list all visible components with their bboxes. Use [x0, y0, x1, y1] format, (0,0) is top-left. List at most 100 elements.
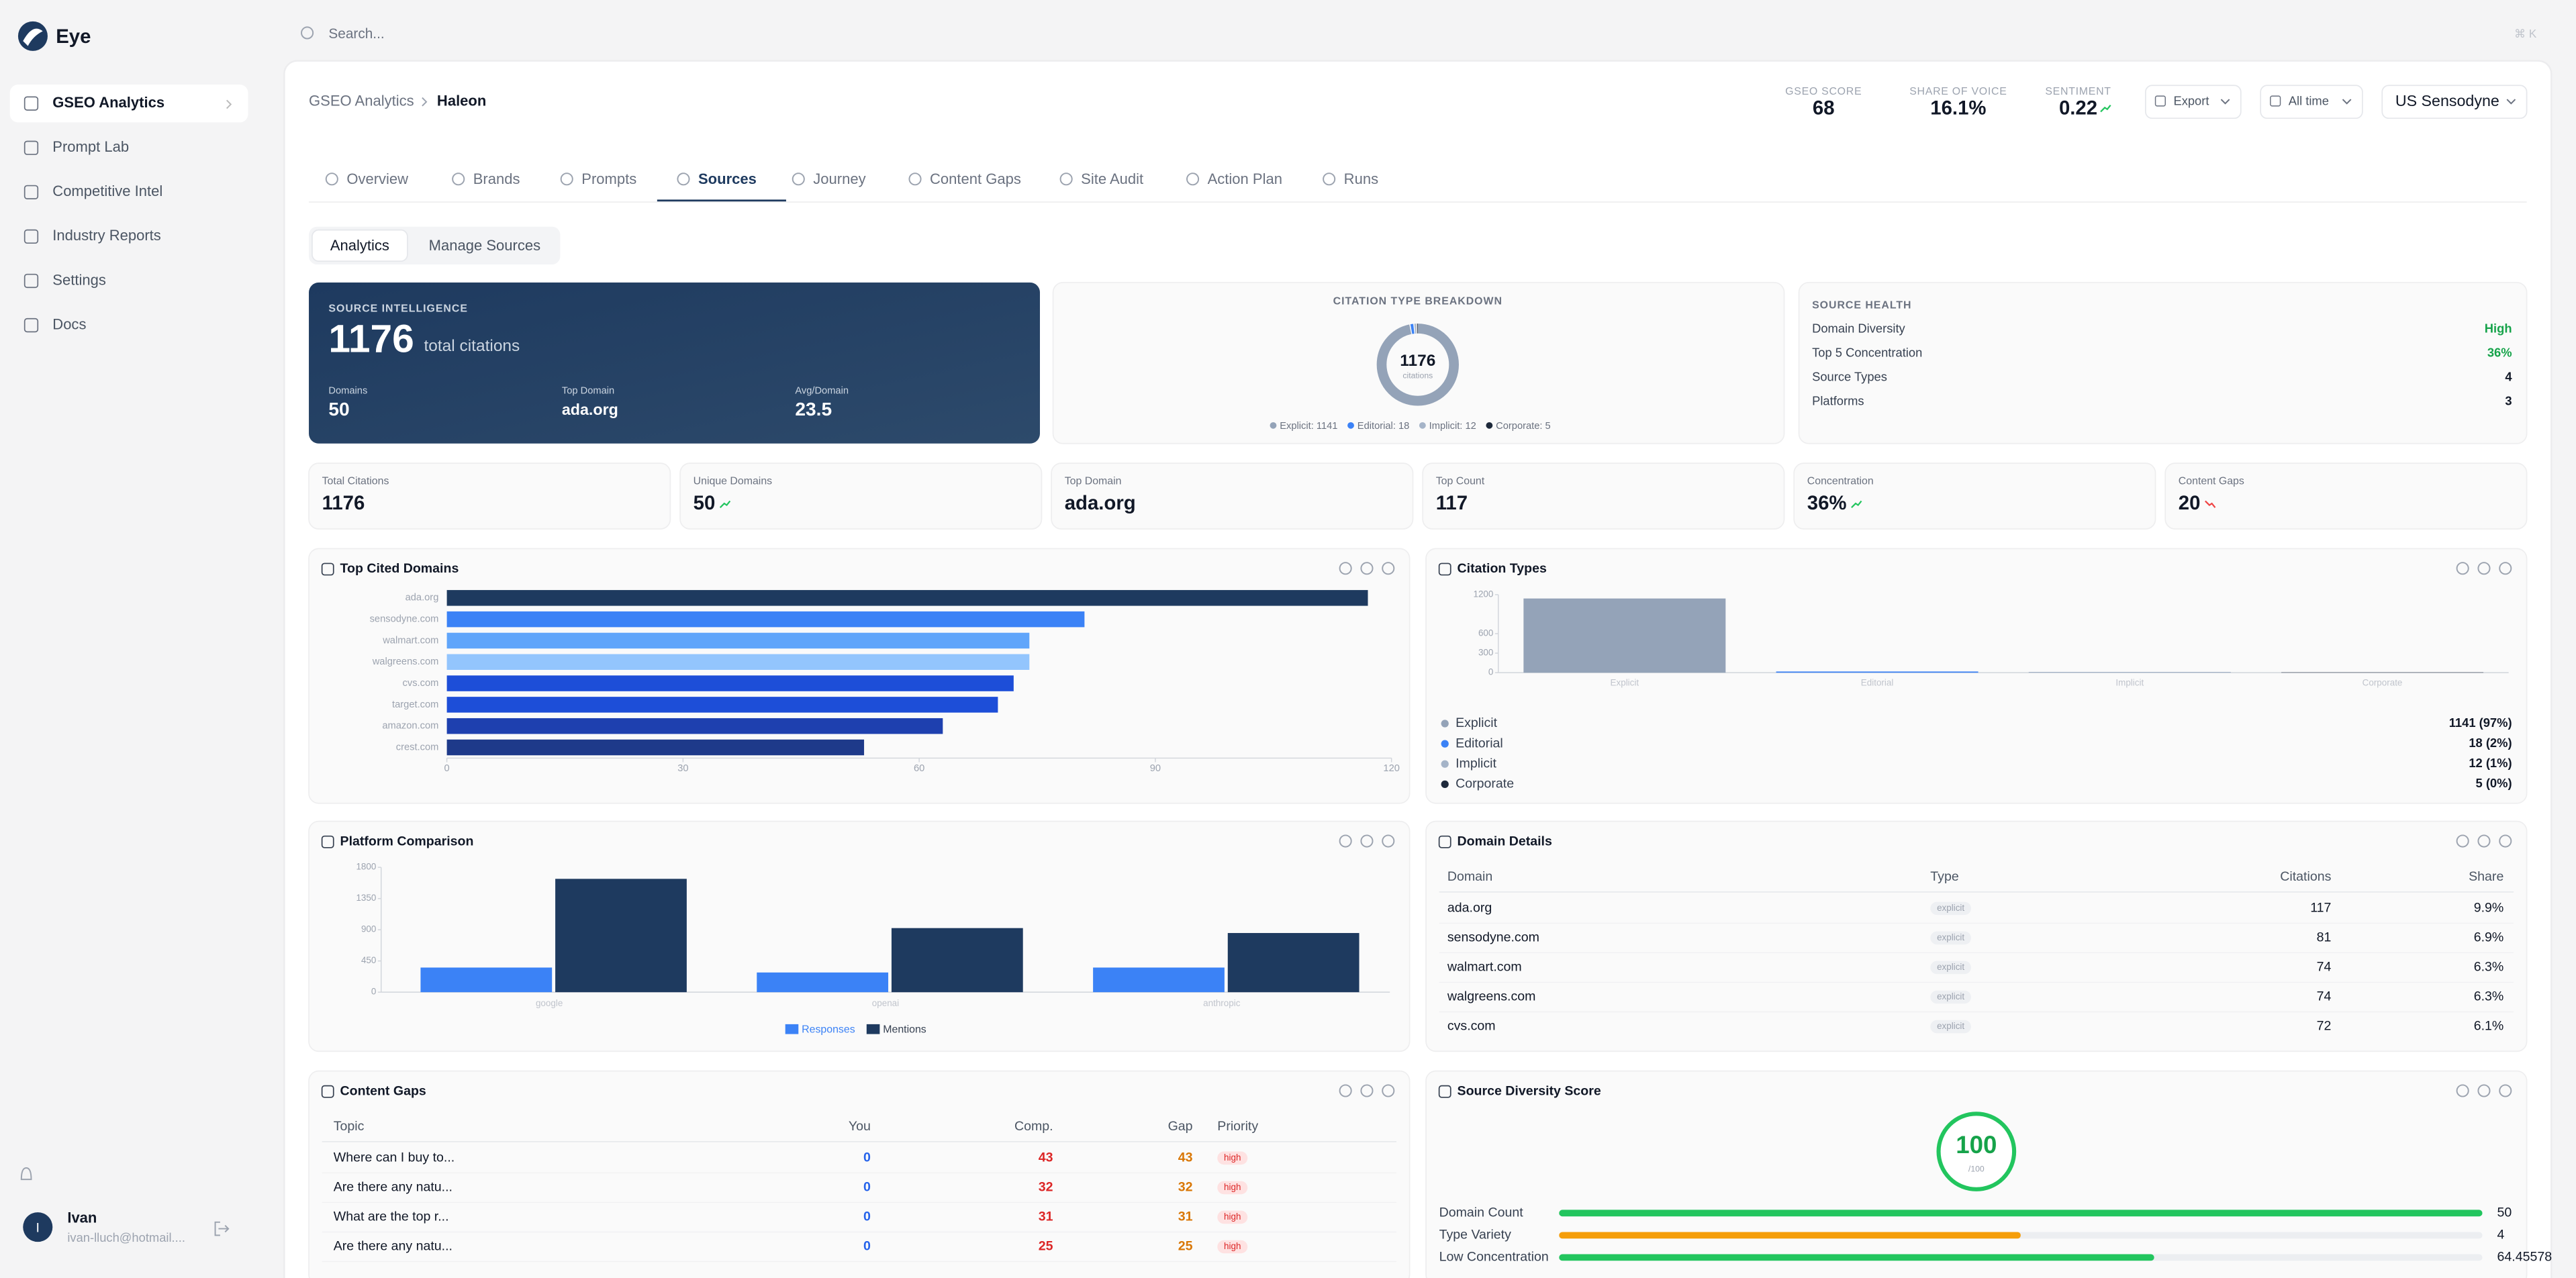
table-cell: What are the top r... [334, 1210, 449, 1224]
health-label: Source Types [1812, 369, 1887, 383]
tab[interactable]: Site Audit [1081, 170, 1143, 187]
panel-action [2456, 1084, 2469, 1097]
kpi-label: Total Citations [322, 475, 389, 487]
x-tick-label: 60 [914, 763, 924, 774]
tab-icon [792, 173, 805, 186]
breadcrumb[interactable]: GSEO Analytics [309, 93, 414, 109]
stat-value: ada.org [562, 401, 618, 418]
legend-dot [1441, 760, 1449, 768]
tab-icon [908, 173, 922, 186]
subtab[interactable]: Analytics [330, 237, 389, 254]
tab[interactable]: Journey [813, 170, 865, 187]
legend-label: Implicit [1456, 756, 1496, 771]
panel-icon [1438, 562, 1451, 576]
tab-icon [1059, 173, 1073, 186]
table-cell: walmart.com [1447, 960, 1522, 975]
priority-badge: high [1224, 1152, 1241, 1163]
nav-icon [23, 317, 39, 333]
button[interactable] [2145, 85, 2242, 119]
subtab[interactable]: Manage Sources [429, 237, 540, 254]
kpi-card [679, 462, 1043, 530]
tab[interactable]: Content Gaps [930, 170, 1021, 187]
legend-value: 1141 (97%) [2449, 716, 2512, 730]
type-badge: explicit [1937, 932, 1964, 942]
nav-item[interactable]: GSEO Analytics [52, 94, 164, 111]
column-header: Priority [1217, 1119, 1258, 1134]
button-label: US Sensodyne [2395, 92, 2499, 109]
y-tick-label: 1200 [1473, 589, 1493, 599]
tab[interactable]: Brands [473, 170, 520, 187]
nav-item[interactable]: Prompt Lab [52, 138, 129, 155]
logo-mark [23, 28, 43, 46]
metric-value: 50 [2497, 1206, 2512, 1220]
logout-icon[interactable] [214, 1221, 230, 1236]
legend-swatch [866, 1024, 880, 1034]
tab-icon [325, 173, 338, 186]
button[interactable] [2260, 85, 2363, 119]
button-label: Export [2173, 94, 2209, 108]
metric-label: GSEO SCORE [1785, 86, 1862, 97]
tab-icon [452, 173, 465, 186]
y-tick-label: walgreens.com [372, 656, 439, 667]
column-header: Share [2469, 869, 2503, 884]
metric-label: Low Concentration [1439, 1250, 1549, 1265]
panel-action [2499, 562, 2512, 575]
table-cell: cvs.com [1447, 1019, 1496, 1034]
column-header: Type [1930, 869, 1959, 884]
panel-icon [321, 562, 334, 576]
metric-label: SENTIMENT [2045, 86, 2111, 97]
metric-value: 16.1% [1930, 97, 1986, 119]
panel-action [2456, 562, 2469, 575]
tab-icon [1186, 173, 1200, 186]
metric-value: 0.22 [2059, 97, 2097, 119]
kpi-value: 20 [2179, 492, 2201, 514]
panel-icon [1438, 835, 1451, 848]
bell-icon[interactable] [20, 1167, 32, 1181]
search-input[interactable]: Search... [328, 26, 384, 42]
panel-title: Platform Comparison [340, 834, 474, 848]
legend-dot [1347, 422, 1354, 429]
table-cell: ada.org [1447, 901, 1492, 916]
nav-item[interactable]: Industry Reports [52, 227, 161, 244]
trend-icon [1851, 500, 1862, 508]
bar [446, 697, 998, 713]
y-tick-label: walmart.com [382, 635, 438, 646]
y-tick-label: 900 [361, 924, 376, 934]
bar [891, 928, 1023, 993]
tab[interactable]: Overview [346, 170, 408, 187]
bar [446, 654, 1030, 671]
panel-title: Source Diversity Score [1458, 1083, 1601, 1098]
nav-item[interactable]: Docs [52, 315, 86, 332]
nav-item[interactable]: Competitive Intel [52, 183, 162, 199]
tab[interactable]: Action Plan [1208, 170, 1282, 187]
legend-dot [1270, 422, 1277, 429]
panel-icon [321, 1085, 334, 1098]
table-cell: 6.1% [2474, 1019, 2504, 1034]
y-tick-label: 1350 [356, 893, 376, 903]
table-cell: 9.9% [2474, 901, 2504, 916]
legend-label: Editorial: 18 [1357, 421, 1409, 432]
tab[interactable]: Prompts [581, 170, 636, 187]
tab[interactable]: Runs [1344, 170, 1378, 187]
priority-badge: high [1224, 1241, 1241, 1251]
tab-icon [560, 173, 573, 186]
chevron [2342, 99, 2352, 105]
badge [1217, 1210, 1248, 1224]
health-label: Top 5 Concentration [1812, 346, 1922, 360]
nav-item[interactable]: Settings [52, 271, 106, 288]
kpi-label: Top Count [1436, 475, 1485, 487]
tab[interactable]: Sources [698, 170, 757, 187]
total-label: total citations [424, 337, 520, 355]
card-title: SOURCE HEALTH [1812, 299, 1911, 311]
panel-action [1339, 562, 1352, 575]
legend-value: 12 (1%) [2469, 756, 2512, 770]
panel [1425, 548, 2528, 804]
button[interactable] [2381, 85, 2528, 119]
bar [1523, 598, 1726, 673]
bar [555, 879, 687, 993]
table-cell: 31 [1178, 1210, 1193, 1224]
table-cell: 74 [2317, 960, 2332, 975]
score-value: 100 [1956, 1131, 1997, 1159]
